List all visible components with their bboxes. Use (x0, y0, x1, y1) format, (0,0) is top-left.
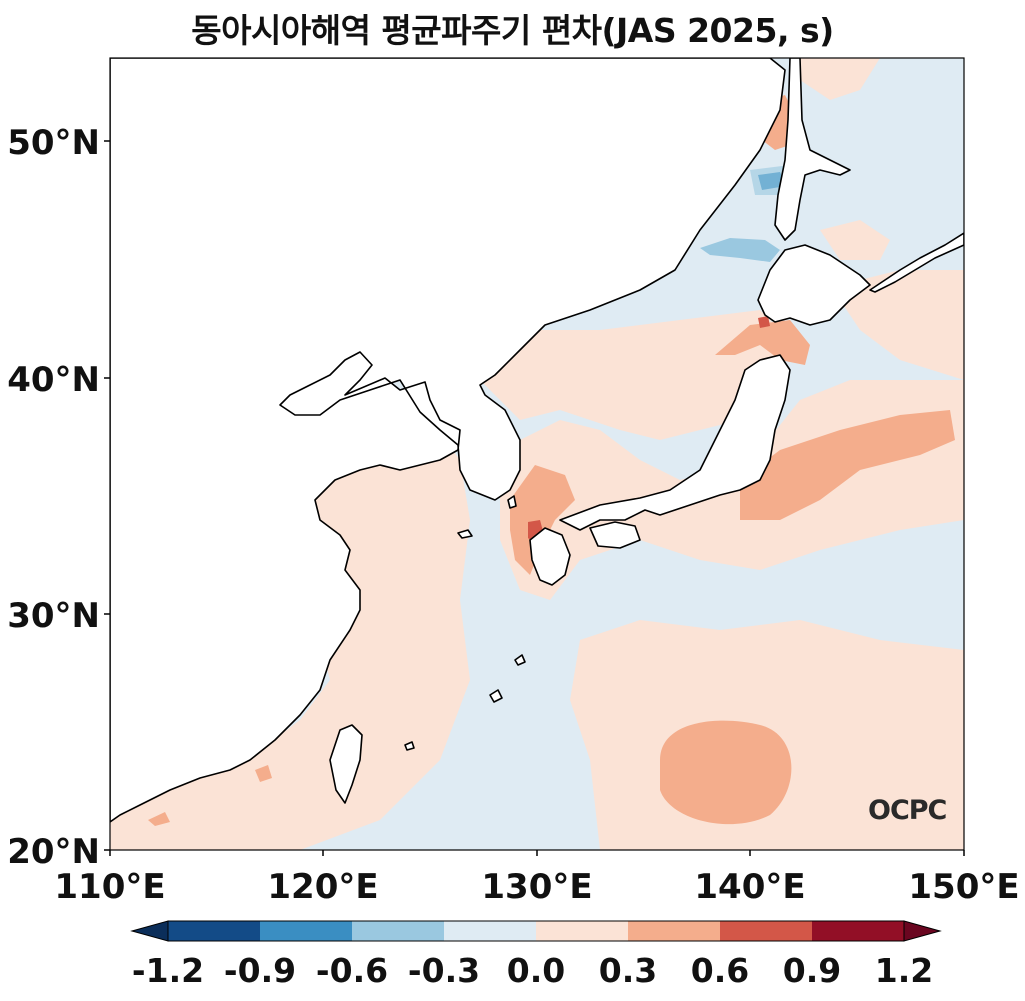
colorbar-bin-4 (444, 921, 536, 941)
lon-tick-label-140: 140°E (694, 867, 805, 907)
colorbar (130, 920, 942, 942)
colorbar-label-1: -0.9 (224, 951, 296, 990)
lat-tick-label-20: 20°N (7, 832, 100, 872)
lon-tick-label-150: 150°E (908, 867, 1019, 907)
colorbar-bin-7 (720, 921, 812, 941)
lat-tick-label-50: 50°N (7, 123, 100, 163)
land-asia-mainland (110, 58, 786, 823)
land-honshu (559, 354, 791, 531)
colorbar-label-6: 0.6 (691, 951, 749, 990)
colorbar-bin-3 (352, 921, 444, 941)
colorbar-extend-low (130, 920, 169, 942)
anomaly-region-coast-positive (148, 812, 170, 826)
land-sakhalin (774, 58, 851, 241)
anomaly-region-pacific-mid-positive (740, 410, 955, 520)
lat-tick-labels: 50°N 40°N 30°N 20°N (7, 123, 100, 872)
colorbar-labels: -1.2 -0.9 -0.6 -0.3 0.0 0.3 0.6 0.9 1.2 (132, 951, 933, 990)
colorbar-label-8: 1.2 (875, 951, 933, 990)
land-kyushu (529, 527, 571, 586)
map-title: 동아시아해역 평균파주기 편차(JAS 2025, s) (191, 11, 834, 50)
land-shikoku (589, 521, 641, 549)
anomaly-region-southern-pacific-positive (660, 720, 792, 825)
anomaly-region-tsugaru-positive (715, 320, 810, 365)
land-kamchatka-kuril (869, 232, 964, 293)
colorbar-label-2: -0.6 (316, 951, 388, 990)
colorbar-bin-2 (260, 921, 352, 941)
anomaly-region-tsushima-positive (510, 465, 575, 575)
colorbar-frame (167, 920, 905, 942)
lon-tick-labels: 110°E 120°E 130°E 140°E 150°E (54, 867, 1019, 907)
ocpc-logo: OCPC (868, 795, 947, 826)
colorbar-bin-8 (812, 921, 904, 941)
land-hokkaido (757, 244, 871, 326)
colorbar-label-4: 0.0 (507, 951, 565, 990)
land-ryukyu-3 (404, 741, 415, 751)
anomaly-region-sakhalin-negative-mid (700, 238, 780, 262)
colorbar-label-3: -0.3 (408, 951, 480, 990)
land-ryukyu-1 (514, 654, 526, 666)
anomaly-region-east-china-sea-positive (110, 400, 470, 850)
anomaly-region-taiwan-positive (255, 765, 272, 782)
anomaly-region-okhotsk-positive (800, 58, 880, 100)
land-taiwan (329, 724, 363, 804)
lon-tick-label-110: 110°E (54, 867, 165, 907)
lon-tick-label-130: 130°E (481, 867, 592, 907)
colorbar-bin-5 (536, 921, 628, 941)
colorbar-bin-6 (628, 921, 720, 941)
anomaly-region-kuril-positive (820, 220, 890, 260)
colorbar-label-7: 0.9 (783, 951, 841, 990)
land-jeju (457, 529, 473, 539)
axis-tick-marks (104, 140, 965, 856)
anomaly-region-east-sea-positive (480, 310, 790, 440)
lat-tick-label-30: 30°N (7, 596, 100, 636)
lat-tick-label-40: 40°N (7, 360, 100, 400)
land-tsushima (507, 495, 517, 509)
anomaly-region-pacific-positive (840, 270, 964, 380)
lon-tick-label-120: 120°E (267, 867, 378, 907)
colorbar-extend-high (903, 920, 942, 942)
colorbar-label-0: -1.2 (132, 951, 204, 990)
land-ryukyu-2 (489, 689, 503, 703)
colorbar-label-5: 0.3 (599, 951, 657, 990)
anomaly-region-hokkaido-strong (758, 316, 770, 328)
coastlines (110, 58, 964, 823)
colorbar-bin-1 (168, 921, 260, 941)
